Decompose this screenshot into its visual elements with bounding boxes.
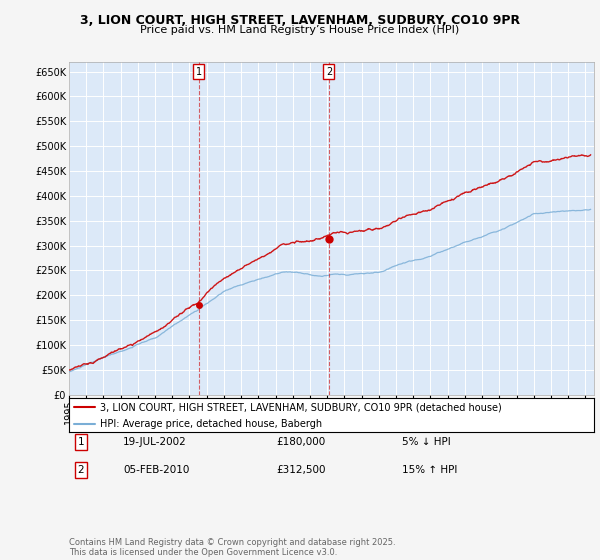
Text: 3, LION COURT, HIGH STREET, LAVENHAM, SUDBURY, CO10 9PR (detached house): 3, LION COURT, HIGH STREET, LAVENHAM, SU…: [101, 402, 502, 412]
Text: 1: 1: [77, 437, 85, 447]
Text: Price paid vs. HM Land Registry’s House Price Index (HPI): Price paid vs. HM Land Registry’s House …: [140, 25, 460, 35]
Text: 05-FEB-2010: 05-FEB-2010: [123, 465, 190, 475]
Text: HPI: Average price, detached house, Babergh: HPI: Average price, detached house, Babe…: [101, 419, 323, 428]
Text: £180,000: £180,000: [276, 437, 325, 447]
Text: 1: 1: [196, 67, 202, 77]
Text: 19-JUL-2002: 19-JUL-2002: [123, 437, 187, 447]
Text: 2: 2: [326, 67, 332, 77]
Text: 15% ↑ HPI: 15% ↑ HPI: [402, 465, 457, 475]
Text: 3, LION COURT, HIGH STREET, LAVENHAM, SUDBURY, CO10 9PR: 3, LION COURT, HIGH STREET, LAVENHAM, SU…: [80, 14, 520, 27]
Text: 5% ↓ HPI: 5% ↓ HPI: [402, 437, 451, 447]
Text: Contains HM Land Registry data © Crown copyright and database right 2025.
This d: Contains HM Land Registry data © Crown c…: [69, 538, 395, 557]
Text: 2: 2: [77, 465, 85, 475]
Text: £312,500: £312,500: [276, 465, 325, 475]
